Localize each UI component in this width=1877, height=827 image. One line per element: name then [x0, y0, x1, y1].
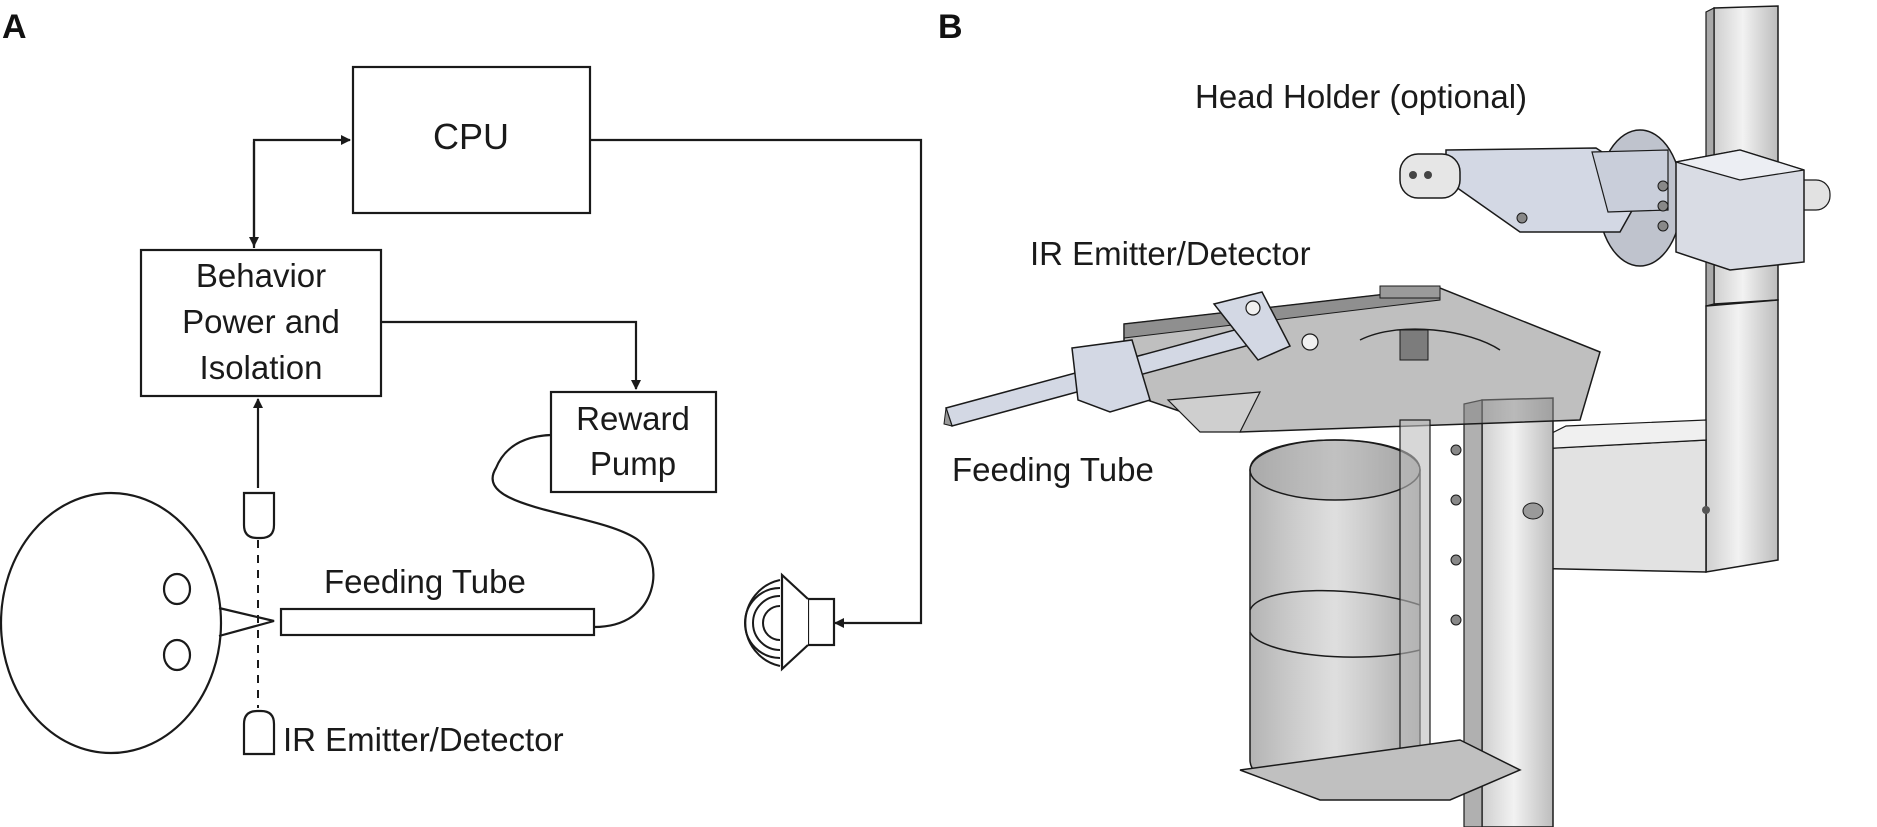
ir-label-b: IR Emitter/Detector: [1030, 235, 1311, 272]
cpu-box: CPU: [351, 65, 592, 215]
feeding-tube-label-a: Feeding Tube: [324, 563, 526, 600]
feeding-tube-label-b: Feeding Tube: [952, 451, 1154, 488]
behavior-label-line2: Power and: [182, 303, 340, 340]
arrow-behavior-to-pump: [381, 320, 641, 390]
panel-a: A CPU Behavior Power and Isolation Rewar…: [0, 8, 923, 758]
head-holder: [1399, 129, 1831, 271]
animal-head: [0, 491, 275, 755]
head-holder-label: Head Holder (optional): [1195, 78, 1527, 115]
ir-detector-icon: [242, 709, 276, 756]
panel-b-letter: B: [938, 8, 963, 46]
reward-label-line2: Pump: [590, 445, 676, 482]
snout: [218, 606, 275, 638]
cpu-label: CPU: [433, 116, 509, 157]
ir-emitter-icon: [242, 491, 276, 540]
eye-lower: [162, 638, 192, 672]
ir-bracket-right: [1212, 291, 1292, 361]
speaker-icon: [744, 572, 836, 672]
arrow-behavior-to-cpu: [252, 135, 351, 248]
behavior-label-line1: Behavior: [196, 257, 326, 294]
reward-label-line1: Reward: [576, 400, 690, 437]
feeding-tube-a: Feeding Tube: [279, 433, 655, 637]
ir-emitter-detector: IR Emitter/Detector: [242, 491, 564, 758]
panel-b: B: [938, 5, 1831, 827]
feeding-tube-3d: [943, 291, 1319, 427]
behavior-power-isolation-box: Behavior Power and Isolation: [139, 248, 383, 398]
behavior-label-line3: Isolation: [200, 349, 323, 386]
ir-label-a: IR Emitter/Detector: [283, 721, 564, 758]
body-tube: [1239, 419, 1522, 801]
panel-a-letter: A: [2, 8, 27, 46]
ir-bracket-left: [1071, 339, 1151, 413]
arrow-cpu-to-speaker: [590, 138, 923, 628]
eye-upper: [162, 572, 192, 606]
reward-pump-box: Reward Pump: [549, 390, 718, 494]
pump-hose: [491, 433, 655, 629]
screw-hole: [1522, 502, 1544, 520]
